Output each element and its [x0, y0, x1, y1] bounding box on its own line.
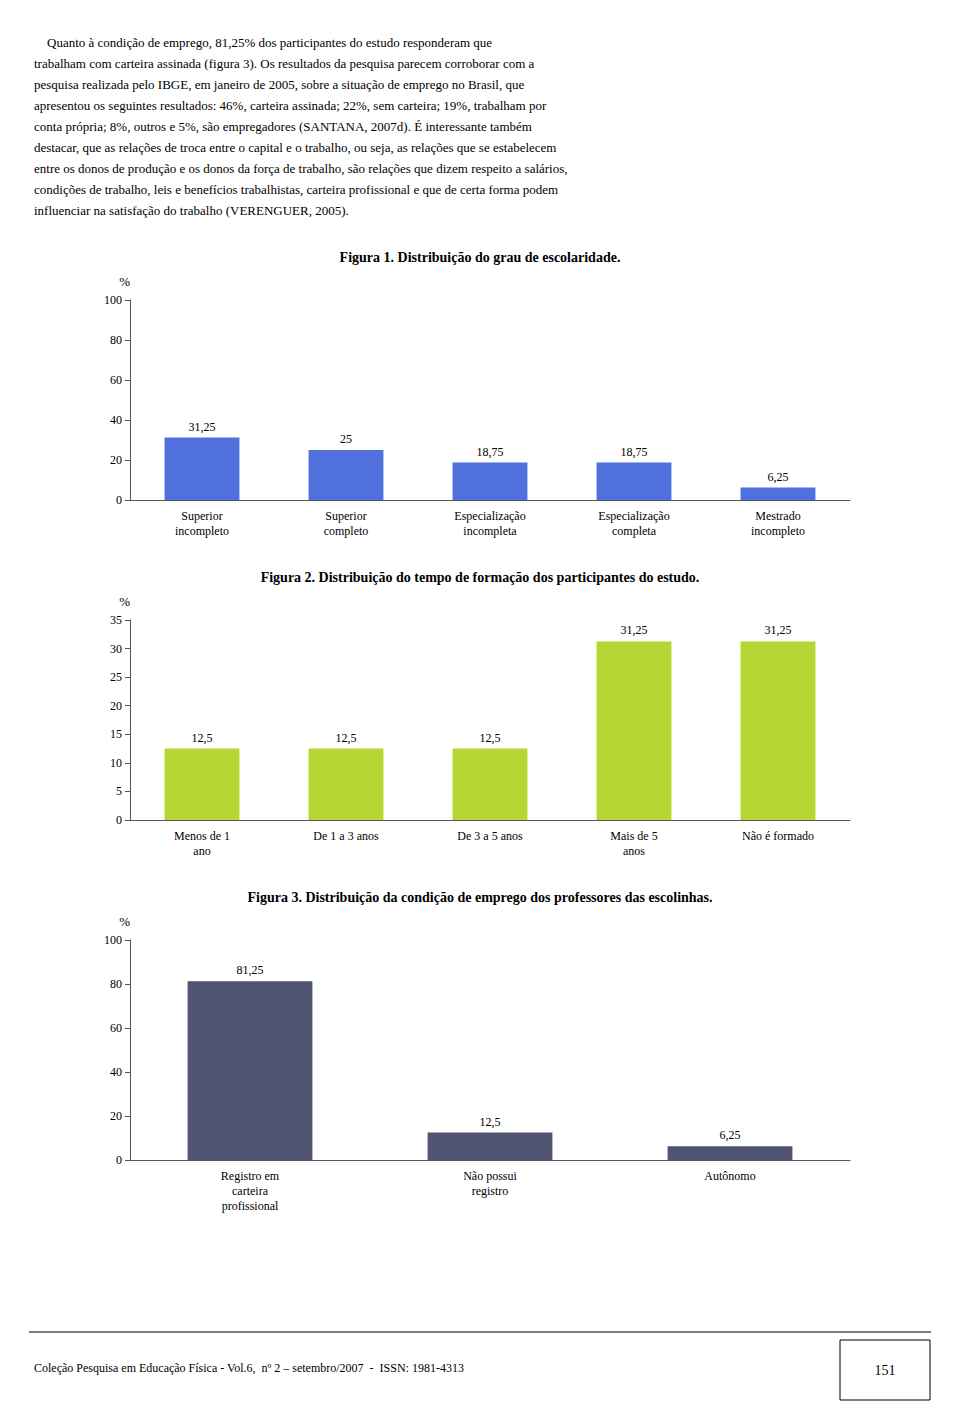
svg-text:Especialização: Especialização	[454, 509, 525, 523]
svg-text:30: 30	[110, 642, 122, 656]
svg-text:20: 20	[110, 453, 122, 467]
svg-text:60: 60	[110, 373, 122, 387]
svg-text:destacar, que as relações de t: destacar, que as relações de troca entre…	[34, 140, 556, 155]
svg-text:registro: registro	[472, 1184, 509, 1198]
svg-text:12,5: 12,5	[480, 731, 501, 745]
svg-text:18,75: 18,75	[621, 445, 648, 459]
svg-text:completo: completo	[324, 524, 369, 538]
svg-text:20: 20	[110, 1109, 122, 1123]
svg-text:incompleto: incompleto	[751, 524, 805, 538]
svg-text:trabalham com carteira assinad: trabalham com carteira assinada (figura …	[34, 56, 535, 71]
svg-text:Não possui: Não possui	[463, 1169, 517, 1183]
svg-text:80: 80	[110, 333, 122, 347]
svg-text:profissional: profissional	[222, 1199, 279, 1213]
svg-text:60: 60	[110, 1021, 122, 1035]
svg-text:apresentou os seguintes result: apresentou os seguintes resultados: 46%,…	[34, 98, 547, 113]
svg-text:Figura 2. Distribuição do temp: Figura 2. Distribuição do tempo de forma…	[261, 570, 700, 585]
svg-text:incompleto: incompleto	[175, 524, 229, 538]
svg-text:influenciar na satisfação do t: influenciar na satisfação do trabalho (V…	[34, 203, 349, 218]
svg-text:80: 80	[110, 977, 122, 991]
svg-text:ano: ano	[193, 844, 210, 858]
svg-text:18,75: 18,75	[477, 445, 504, 459]
svg-text:De 3 a 5 anos: De 3 a 5 anos	[457, 829, 523, 843]
svg-text:40: 40	[110, 1065, 122, 1079]
svg-text:conta própria; 8%, outros e 5%: conta própria; 8%, outros e 5%, são empr…	[34, 119, 532, 134]
svg-text:0: 0	[116, 1153, 122, 1167]
svg-text:Figura 3. Distribuição da cond: Figura 3. Distribuição da condição de em…	[247, 890, 712, 905]
svg-text:40: 40	[110, 413, 122, 427]
svg-text:%: %	[119, 914, 130, 929]
svg-text:0: 0	[116, 813, 122, 827]
svg-text:Autônomo: Autônomo	[704, 1169, 755, 1183]
svg-text:%: %	[119, 594, 130, 609]
svg-text:condições de trabalho, leis e: condições de trabalho, leis e benefícios…	[34, 182, 558, 197]
svg-text:Mestrado: Mestrado	[755, 509, 800, 523]
svg-text:Especialização: Especialização	[598, 509, 669, 523]
svg-text:pesquisa realizada pelo IBGE,: pesquisa realizada pelo IBGE, em janeiro…	[34, 77, 524, 92]
svg-text:Figura 1. Distribuição do grau: Figura 1. Distribuição do grau de escola…	[340, 250, 621, 265]
svg-text:20: 20	[110, 699, 122, 713]
svg-text:0: 0	[116, 493, 122, 507]
svg-text:Coleção Pesquisa em Educação F: Coleção Pesquisa em Educação Física - Vo…	[34, 1361, 464, 1375]
svg-text:Quanto à condição de emprego,: Quanto à condição de emprego, 81,25% dos…	[34, 35, 492, 50]
svg-text:31,25: 31,25	[765, 623, 792, 637]
svg-text:12,5: 12,5	[480, 1115, 501, 1129]
svg-text:25: 25	[340, 432, 352, 446]
svg-text:25: 25	[110, 670, 122, 684]
svg-text:12,5: 12,5	[192, 731, 213, 745]
svg-text:10: 10	[110, 756, 122, 770]
svg-text:81,25: 81,25	[237, 963, 264, 977]
svg-text:35: 35	[110, 613, 122, 627]
svg-text:5: 5	[116, 784, 122, 798]
svg-text:6,25: 6,25	[768, 470, 789, 484]
svg-text:100: 100	[104, 293, 122, 307]
svg-text:15: 15	[110, 727, 122, 741]
svg-text:Menos de 1: Menos de 1	[174, 829, 230, 843]
svg-text:Superior: Superior	[325, 509, 366, 523]
svg-text:31,25: 31,25	[189, 420, 216, 434]
svg-text:Superior: Superior	[181, 509, 222, 523]
svg-text:Não é formado: Não é formado	[742, 829, 814, 843]
svg-text:completa: completa	[612, 524, 657, 538]
svg-text:Registro em: Registro em	[221, 1169, 280, 1183]
svg-text:incompleta: incompleta	[463, 524, 517, 538]
svg-text:6,25: 6,25	[720, 1128, 741, 1142]
svg-text:carteira: carteira	[232, 1184, 269, 1198]
svg-text:entre os donos de produção e o: entre os donos de produção e os donos da…	[34, 161, 568, 176]
svg-text:100: 100	[104, 933, 122, 947]
svg-text:12,5: 12,5	[336, 731, 357, 745]
svg-text:31,25: 31,25	[621, 623, 648, 637]
svg-text:anos: anos	[623, 844, 645, 858]
svg-text:De 1 a 3 anos: De 1 a 3 anos	[313, 829, 379, 843]
svg-text:Mais de 5: Mais de 5	[610, 829, 657, 843]
svg-text:%: %	[119, 274, 130, 289]
svg-text:151: 151	[875, 1363, 896, 1378]
